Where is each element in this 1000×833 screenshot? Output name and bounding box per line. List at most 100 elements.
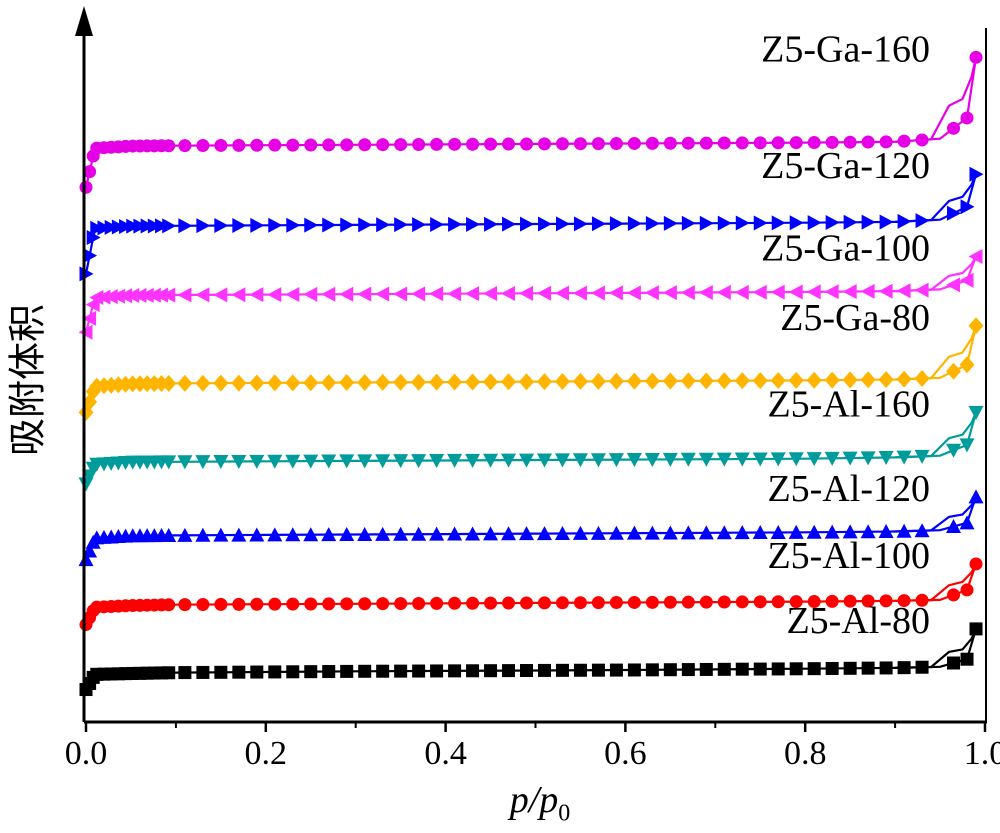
data-point xyxy=(608,372,624,390)
data-point xyxy=(393,373,409,391)
series-label: Z5-Ga-80 xyxy=(780,297,930,339)
data-point xyxy=(591,663,605,677)
data-point xyxy=(879,661,893,675)
data-point xyxy=(249,527,265,542)
x-tick-label: 0.8 xyxy=(784,735,827,772)
data-point xyxy=(555,596,569,610)
data-point xyxy=(177,527,193,542)
data-point xyxy=(698,525,714,540)
data-point xyxy=(960,652,974,666)
data-point xyxy=(231,454,247,469)
data-point xyxy=(89,290,104,306)
data-point xyxy=(536,285,551,301)
data-point xyxy=(430,596,444,610)
data-point xyxy=(448,596,462,610)
data-point xyxy=(322,597,336,611)
data-point xyxy=(681,215,696,231)
data-point xyxy=(717,662,731,676)
data-point xyxy=(340,597,354,611)
x-axis-label-main: p/p xyxy=(509,779,559,821)
data-point xyxy=(196,139,210,153)
data-point xyxy=(897,213,912,229)
data-point xyxy=(536,453,552,468)
data-point xyxy=(716,284,731,300)
data-point xyxy=(286,665,300,679)
data-point xyxy=(502,216,517,232)
data-point xyxy=(644,285,659,301)
data-point xyxy=(842,451,858,466)
data-point xyxy=(249,374,265,392)
data-point xyxy=(824,371,840,389)
data-point xyxy=(82,310,97,326)
data-point xyxy=(86,229,101,245)
series-z5-al-80 xyxy=(79,622,983,697)
data-point xyxy=(842,284,857,300)
data-point xyxy=(376,138,390,152)
data-point xyxy=(645,595,659,609)
data-point xyxy=(267,374,283,392)
data-point xyxy=(915,133,929,147)
data-point xyxy=(663,136,677,150)
data-point xyxy=(807,136,821,150)
data-point xyxy=(412,137,426,151)
data-point xyxy=(393,286,408,302)
data-point xyxy=(897,594,911,608)
data-point xyxy=(879,214,894,230)
x-tick-label: 0.4 xyxy=(424,735,467,772)
data-point xyxy=(554,373,570,391)
series-z5-al-120 xyxy=(78,489,984,567)
data-point xyxy=(520,137,534,151)
data-point xyxy=(304,217,319,233)
data-point xyxy=(268,138,282,152)
data-point xyxy=(196,218,211,234)
data-point xyxy=(303,286,318,302)
data-point xyxy=(753,595,767,609)
data-point xyxy=(358,138,372,152)
data-point xyxy=(520,664,534,678)
data-point xyxy=(879,594,893,608)
data-point xyxy=(285,454,301,469)
data-point xyxy=(430,664,444,678)
data-point xyxy=(339,374,355,392)
data-point xyxy=(644,525,660,540)
data-point xyxy=(484,664,498,678)
data-point xyxy=(78,552,94,567)
data-point xyxy=(104,219,119,235)
data-point xyxy=(83,248,98,264)
data-point xyxy=(214,138,228,152)
data-point xyxy=(947,588,961,602)
data-point xyxy=(591,216,606,232)
data-point xyxy=(357,526,373,541)
data-point xyxy=(573,663,587,677)
data-point xyxy=(393,454,409,469)
data-point xyxy=(753,662,767,676)
data-point xyxy=(770,452,786,467)
data-point xyxy=(429,373,445,391)
data-point xyxy=(680,372,696,390)
data-point xyxy=(232,217,247,233)
data-point xyxy=(789,136,803,150)
data-point xyxy=(806,371,822,389)
data-point xyxy=(537,137,551,151)
data-point xyxy=(771,136,785,150)
data-point xyxy=(484,137,498,151)
data-point xyxy=(304,597,318,611)
data-point xyxy=(232,597,246,611)
data-point xyxy=(411,286,426,302)
data-point xyxy=(139,287,154,303)
data-point xyxy=(321,286,336,302)
data-point xyxy=(502,137,516,151)
data-point xyxy=(878,283,893,299)
data-point xyxy=(501,526,517,541)
series-label: Z5-Ga-100 xyxy=(761,228,930,270)
data-point xyxy=(448,137,462,151)
data-point xyxy=(82,543,98,558)
data-point xyxy=(734,525,750,540)
data-point xyxy=(286,138,300,152)
data-point xyxy=(162,139,176,153)
data-point xyxy=(969,557,983,571)
data-point xyxy=(519,526,535,541)
data-point xyxy=(249,454,265,469)
data-point xyxy=(340,138,354,152)
